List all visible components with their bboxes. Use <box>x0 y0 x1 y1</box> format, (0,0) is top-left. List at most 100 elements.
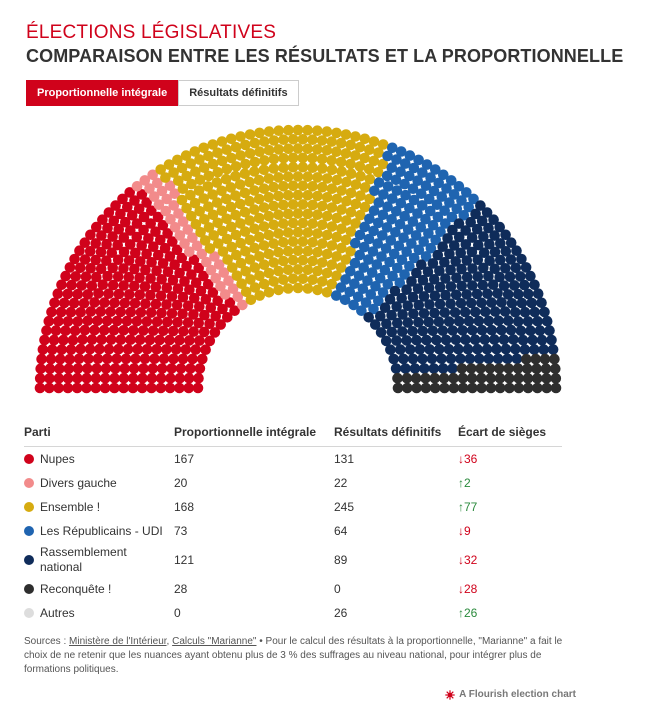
seat-dot[interactable] <box>467 325 478 336</box>
seat-dot[interactable] <box>385 344 396 355</box>
seat-dot[interactable] <box>504 271 516 282</box>
seat-dot[interactable] <box>76 280 87 291</box>
seat-dot[interactable] <box>386 309 397 321</box>
seat-dot[interactable] <box>431 199 443 210</box>
seat-dot[interactable] <box>549 353 560 365</box>
seat-dot[interactable] <box>112 271 124 282</box>
seat-dot[interactable] <box>407 291 419 303</box>
seat-dot[interactable] <box>399 178 410 190</box>
seat-dot[interactable] <box>136 382 148 394</box>
seat-dot[interactable] <box>249 156 261 168</box>
seat-dot[interactable] <box>302 283 314 294</box>
seat-dot[interactable] <box>459 306 471 318</box>
seat-dot[interactable] <box>283 143 294 155</box>
seat-dot[interactable] <box>67 334 79 346</box>
seat-dot[interactable] <box>230 141 242 153</box>
seat-dot[interactable] <box>511 245 522 256</box>
tab-resultats[interactable]: Résultats définitifs <box>178 80 299 106</box>
seat-dot[interactable] <box>164 382 176 394</box>
seat-dot[interactable] <box>118 246 130 258</box>
seat-dot[interactable] <box>191 240 203 252</box>
seat-dot[interactable] <box>244 176 255 188</box>
seat-dot[interactable] <box>500 343 512 355</box>
seat-dot[interactable] <box>349 278 360 289</box>
seat-dot[interactable] <box>155 372 167 384</box>
seat-dot[interactable] <box>173 175 184 186</box>
seat-dot[interactable] <box>207 287 219 298</box>
seat-dot[interactable] <box>240 246 251 257</box>
seat-dot[interactable] <box>526 297 537 309</box>
seat-dot[interactable] <box>131 181 143 192</box>
seat-dot[interactable] <box>212 167 224 178</box>
seat-dot[interactable] <box>392 317 403 329</box>
seat-dot[interactable] <box>263 145 275 156</box>
seat-dot[interactable] <box>176 252 188 264</box>
seat-dot[interactable] <box>119 363 130 374</box>
seat-dot[interactable] <box>169 188 180 199</box>
seat-dot[interactable] <box>478 231 489 242</box>
seat-dot[interactable] <box>134 272 145 284</box>
seat-dot[interactable] <box>422 266 434 278</box>
seat-dot[interactable] <box>278 181 289 192</box>
seat-dot[interactable] <box>373 177 385 188</box>
seat-dot[interactable] <box>382 150 393 162</box>
seat-dot[interactable] <box>402 300 414 312</box>
seat-dot[interactable] <box>362 275 373 286</box>
seat-dot[interactable] <box>184 335 195 346</box>
seat-dot[interactable] <box>258 278 270 290</box>
seat-dot[interactable] <box>390 174 402 186</box>
seat-dot[interactable] <box>63 363 74 374</box>
seat-dot[interactable] <box>147 363 159 374</box>
seat-dot[interactable] <box>302 124 313 136</box>
seat-dot[interactable] <box>136 240 147 251</box>
seat-dot[interactable] <box>86 280 98 291</box>
seat-dot[interactable] <box>399 210 411 222</box>
seat-dot[interactable] <box>144 334 156 346</box>
seat-dot[interactable] <box>205 264 217 276</box>
seat-dot[interactable] <box>492 288 503 299</box>
seat-dot[interactable] <box>326 259 338 270</box>
seat-dot[interactable] <box>478 262 489 274</box>
seat-dot[interactable] <box>450 289 462 301</box>
seat-dot[interactable] <box>522 316 534 327</box>
seat-dot[interactable] <box>234 198 246 210</box>
seat-dot[interactable] <box>376 251 387 262</box>
seat-dot[interactable] <box>287 152 299 164</box>
seat-dot[interactable] <box>446 211 458 223</box>
seat-dot[interactable] <box>547 344 559 355</box>
seat-dot[interactable] <box>212 295 223 307</box>
seat-dot[interactable] <box>152 249 164 261</box>
seat-dot[interactable] <box>278 134 289 145</box>
seat-dot[interactable] <box>475 363 486 374</box>
seat-dot[interactable] <box>307 153 318 164</box>
seat-dot[interactable] <box>326 183 338 194</box>
seat-dot[interactable] <box>312 172 323 183</box>
seat-dot[interactable] <box>141 316 153 327</box>
seat-dot[interactable] <box>227 262 238 273</box>
seat-dot[interactable] <box>268 135 280 146</box>
seat-dot[interactable] <box>186 178 197 190</box>
seat-dot[interactable] <box>258 202 270 213</box>
flourish-credit[interactable]: A Flourish election chart <box>445 689 576 700</box>
seat-dot[interactable] <box>321 287 333 298</box>
seat-dot[interactable] <box>168 200 180 211</box>
seat-dot[interactable] <box>520 262 532 273</box>
seat-dot[interactable] <box>445 264 456 276</box>
seat-dot[interactable] <box>225 182 237 193</box>
seat-dot[interactable] <box>515 271 526 282</box>
seat-dot[interactable] <box>97 279 109 290</box>
seat-dot[interactable] <box>349 257 361 269</box>
seat-dot[interactable] <box>364 213 375 225</box>
seat-dot[interactable] <box>336 242 347 254</box>
seat-dot[interactable] <box>379 264 391 276</box>
seat-dot[interactable] <box>541 373 552 384</box>
seat-dot[interactable] <box>79 254 91 265</box>
seat-dot[interactable] <box>235 131 246 142</box>
seat-dot[interactable] <box>363 163 375 175</box>
seat-dot[interactable] <box>445 281 457 292</box>
seat-dot[interactable] <box>199 214 210 225</box>
seat-dot[interactable] <box>455 353 466 365</box>
seat-dot[interactable] <box>350 150 361 161</box>
seat-dot[interactable] <box>102 222 113 234</box>
seat-dot[interactable] <box>263 210 275 222</box>
